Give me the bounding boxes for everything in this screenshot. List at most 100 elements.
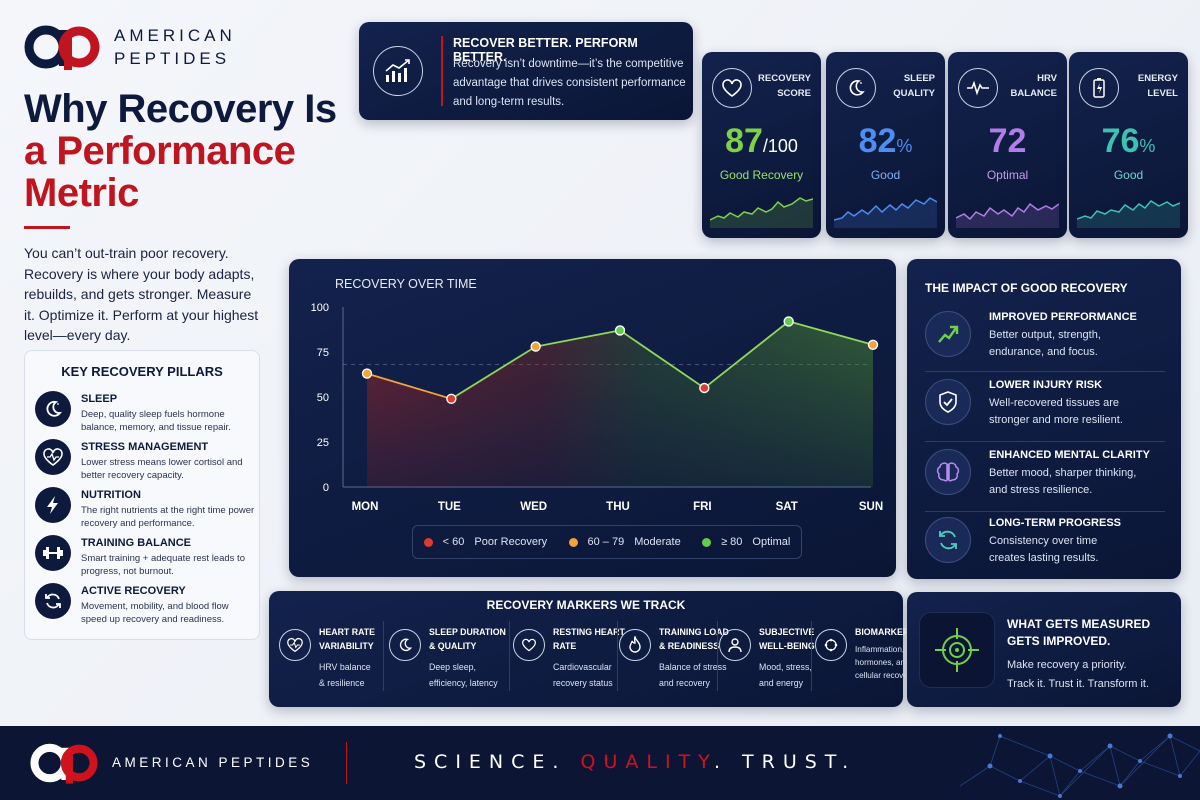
impact-desc: Well-recovered tissues are <box>989 397 1120 409</box>
measured-panel: WHAT GETS MEASURED GETS IMPROVED. Make re… <box>907 592 1181 707</box>
data-point <box>530 341 541 352</box>
page-title: Why Recovery Is a Performance Metric <box>24 88 344 214</box>
marker-desc: Balance of stress <box>659 662 727 672</box>
heart-icon <box>712 68 752 108</box>
metric-label: QUALITY <box>893 88 935 99</box>
series-line-segment <box>703 320 790 389</box>
legend-item-moderate: 60 – 79 Moderate <box>568 536 681 548</box>
metric-label: LEVEL <box>1147 88 1178 99</box>
footer: AMERICAN PEPTIDES SCIENCE. QUALITY. TRUS… <box>0 726 1200 800</box>
marker-desc: and recovery <box>659 678 710 688</box>
brain-icon <box>925 449 971 495</box>
divider <box>717 621 718 691</box>
pillar-desc: Lower stress means lower cortisol and be… <box>81 457 243 481</box>
impact-desc: Consistency over time <box>989 535 1098 547</box>
shield-check-icon <box>925 379 971 425</box>
flame-icon <box>619 629 651 661</box>
marker-title: WELL-BEING <box>759 641 815 651</box>
legend-label: Optimal <box>752 536 791 548</box>
title-divider <box>24 226 70 229</box>
refresh-icon <box>35 583 71 619</box>
x-tick-label: FRI <box>693 501 712 513</box>
pillar-desc: The right nutrients at the right time po… <box>81 505 255 529</box>
pillars-panel: KEY RECOVERY PILLARS SLEEP Deep, quality … <box>24 350 260 640</box>
metric-value: 82 <box>858 122 897 160</box>
x-tick-label: SAT <box>776 501 798 513</box>
chart-title: RECOVERY OVER TIME <box>335 277 477 291</box>
legend-dot <box>702 537 712 547</box>
series-line-segment <box>535 329 621 348</box>
marker-title: VARIABILITY <box>319 641 374 651</box>
ap-logo-icon <box>30 743 98 784</box>
marker-title: BIOMARKERS <box>855 627 916 637</box>
pillar-title: NUTRITION <box>81 489 141 501</box>
marker-title: & QUALITY <box>429 641 477 651</box>
legend-label: Moderate <box>634 536 681 548</box>
marker-desc: & resilience <box>319 678 365 688</box>
marker-title: & READINESS <box>659 641 720 651</box>
markers-heading: RECOVERY MARKERS WE TRACK <box>486 598 686 612</box>
tagline-trust: TRUST. <box>742 751 857 773</box>
data-point <box>783 316 794 327</box>
pillar-desc: Deep, quality sleep fuels hormone balanc… <box>81 409 231 433</box>
dumbbell-icon <box>35 535 71 571</box>
pillar-title: TRAINING BALANCE <box>81 537 191 549</box>
banner-title: RECOVER BETTER. PERFORM BETTER. <box>453 36 638 64</box>
marker-desc: and energy <box>759 678 804 688</box>
sparkline <box>1077 200 1180 228</box>
sparkline <box>834 197 937 228</box>
metric-unit: /100 <box>762 136 798 156</box>
pillar-active-recovery: ACTIVE RECOVERY Movement, mobility, and b… <box>35 583 255 626</box>
metric-value: 87 <box>725 122 763 160</box>
impact-desc: endurance, and focus. <box>989 346 1098 358</box>
title-line1: Why Recovery Is <box>24 87 337 131</box>
measured-body: Track it. Trust it. Transform it. <box>1007 678 1150 690</box>
target-icon <box>919 612 995 688</box>
sparkline <box>956 202 1059 228</box>
data-point <box>867 339 879 351</box>
measured-title: GETS IMPROVED. <box>1007 634 1111 648</box>
y-tick-label: 50 <box>317 392 329 404</box>
impact-desc: stronger and more resilient. <box>989 414 1123 426</box>
pillar-desc: Movement, mobility, and blood flow speed… <box>81 601 229 625</box>
heart-pulse-icon <box>279 629 311 661</box>
metric-value: 72 <box>988 122 1027 160</box>
legend-dot <box>423 537 433 547</box>
pillar-desc: Smart training + adequate rest leads to … <box>81 553 245 577</box>
pillar-title: SLEEP <box>81 393 118 405</box>
brand-name-line2: PEPTIDES <box>114 49 231 68</box>
metric-unit: % <box>896 136 913 156</box>
data-point <box>446 393 457 405</box>
impact-title: LONG-TERM PROGRESS <box>989 517 1122 529</box>
heart-icon <box>513 629 545 661</box>
sparkline <box>710 197 813 228</box>
pillar-stress: STRESS MANAGEMENT Lower stress means lowe… <box>35 439 255 482</box>
legend-dot <box>568 537 578 547</box>
impact-title: ENHANCED MENTAL CLARITY <box>989 449 1150 461</box>
pillar-nutrition: NUTRITION The right nutrients at the righ… <box>35 487 255 530</box>
metric-unit: % <box>1139 136 1156 156</box>
legend-range: ≥ 80 <box>721 536 743 548</box>
metric-label: SCORE <box>777 88 811 99</box>
series-line-segment <box>788 320 874 346</box>
footer-brand: AMERICAN PEPTIDES <box>112 755 314 770</box>
footer-divider <box>346 742 347 784</box>
legend-item-optimal: ≥ 80 Optimal <box>702 536 790 548</box>
divider <box>925 371 1165 372</box>
series-line-segment <box>619 329 705 389</box>
x-tick-label: MON <box>352 501 379 513</box>
tagline-quality: QUALITY <box>580 751 714 773</box>
impact-item-injury: LOWER INJURY RISK Well-recovered tissues … <box>925 379 1165 429</box>
metric-label: SLEEP <box>903 73 935 84</box>
metric-label: RECOVERY <box>758 73 811 84</box>
metric-label: BALANCE <box>1010 88 1057 99</box>
banner-body: Recovery isn’t downtime—it’s the competi… <box>453 58 686 108</box>
divider <box>509 621 510 691</box>
pillars-heading: KEY RECOVERY PILLARS <box>61 364 223 379</box>
molecule-network-decoration <box>959 733 1200 798</box>
pulse-icon <box>958 68 998 108</box>
recovery-line-chart: 0 25 50 75 100 MON TUE WED THU FRI SAT SUN <box>311 302 884 513</box>
title-line2: a Performance <box>24 129 296 173</box>
marker-title: SLEEP DURATION <box>429 627 506 637</box>
banner-divider <box>441 36 443 106</box>
